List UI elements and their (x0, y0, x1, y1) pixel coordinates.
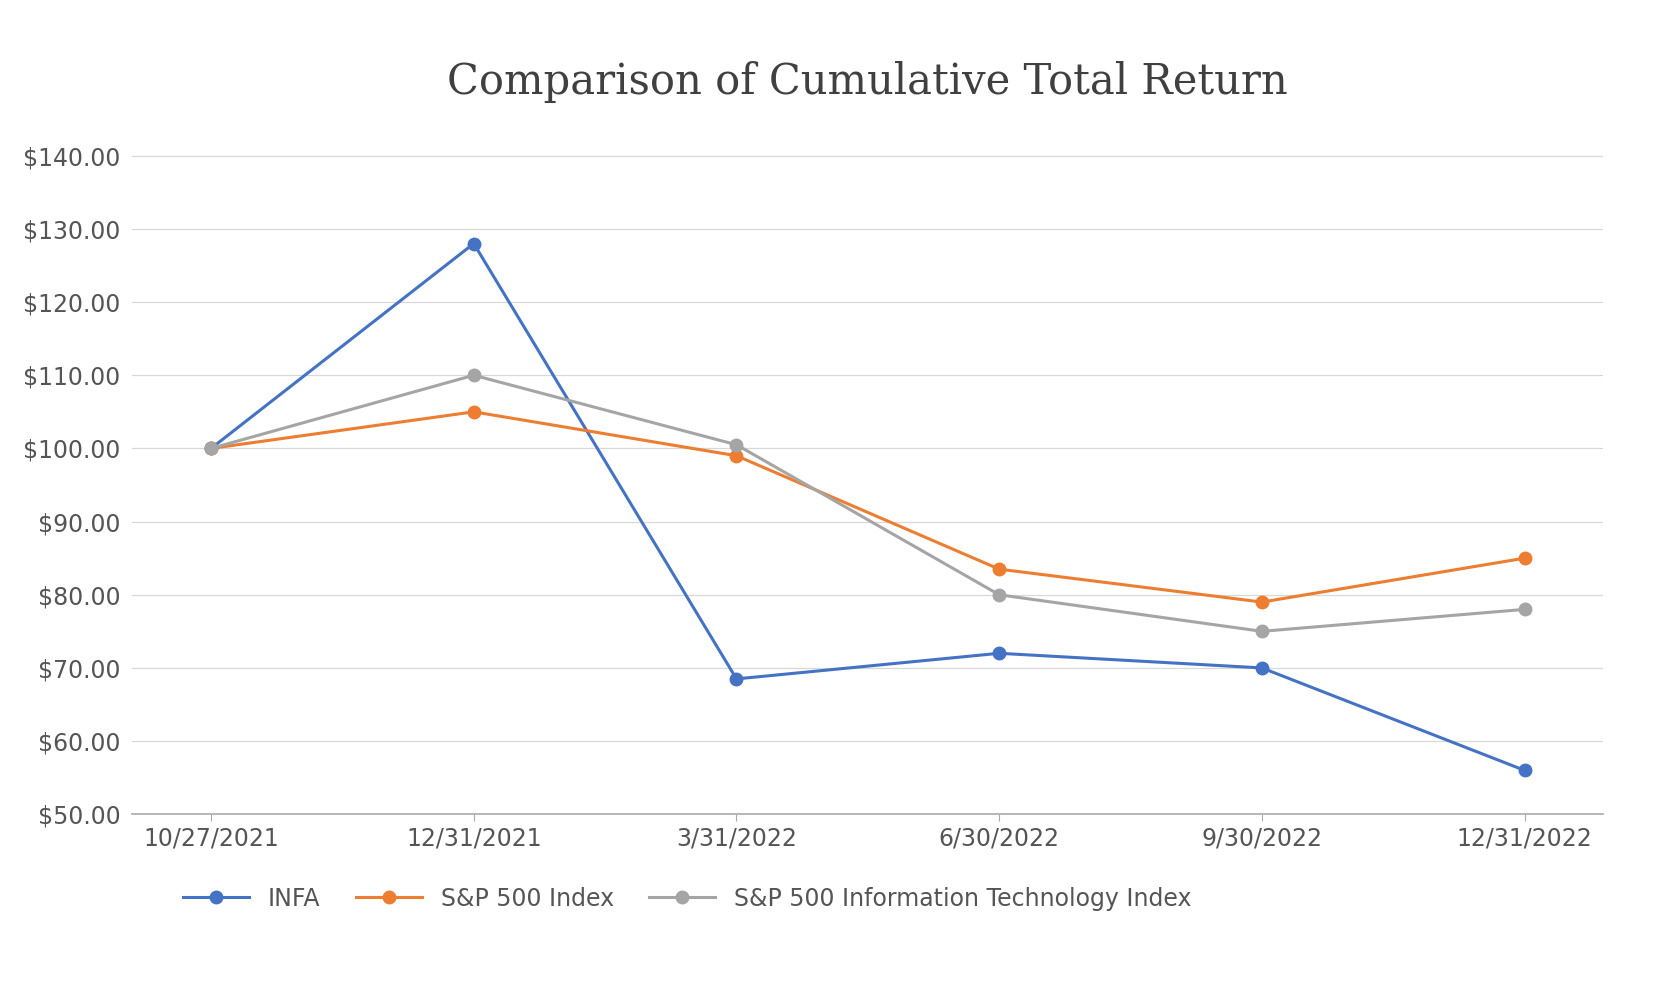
Line: INFA: INFA (205, 237, 1531, 777)
S&P 500 Information Technology Index (464, 369, 484, 381)
S&P 500 Index (988, 563, 1008, 575)
S&P 500 Index (202, 443, 222, 455)
Line: S&P 500 Index: S&P 500 Index (205, 405, 1531, 609)
INFA (988, 647, 1008, 659)
INFA (1514, 765, 1534, 777)
S&P 500 Index (1251, 596, 1271, 608)
S&P 500 Information Technology Index (202, 443, 222, 455)
INFA (1251, 662, 1271, 674)
INFA (464, 237, 484, 249)
S&P 500 Information Technology Index (1514, 604, 1534, 616)
Legend: INFA, S&P 500 Index, S&P 500 Information Technology Index: INFA, S&P 500 Index, S&P 500 Information… (174, 878, 1202, 921)
Line: S&P 500 Information Technology Index: S&P 500 Information Technology Index (205, 369, 1531, 638)
S&P 500 Index (464, 406, 484, 418)
S&P 500 Index (727, 450, 747, 462)
S&P 500 Information Technology Index (988, 589, 1008, 601)
S&P 500 Index (1514, 552, 1534, 564)
Title: Comparison of Cumulative Total Return: Comparison of Cumulative Total Return (448, 62, 1288, 103)
INFA (727, 673, 747, 685)
S&P 500 Information Technology Index (727, 439, 747, 451)
INFA (202, 443, 222, 455)
S&P 500 Information Technology Index (1251, 626, 1271, 638)
